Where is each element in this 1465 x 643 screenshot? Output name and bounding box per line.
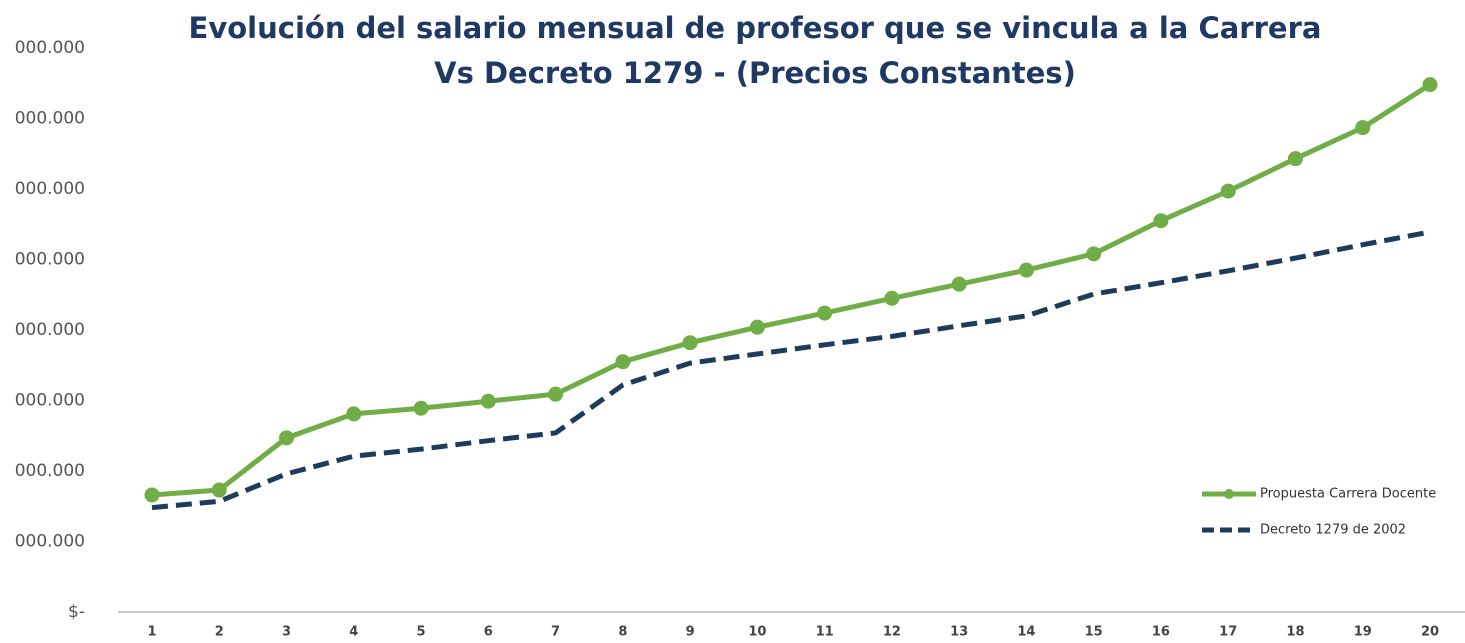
chart-title: Vs Decreto 1279 - (Precios Constantes) — [434, 56, 1076, 90]
point — [749, 319, 765, 335]
point — [413, 400, 429, 416]
x-tick-label: 18 — [1286, 625, 1304, 640]
x-tick-label: 19 — [1354, 625, 1372, 640]
point — [211, 482, 227, 498]
point — [144, 487, 160, 503]
x-tick-label: 7 — [551, 625, 560, 640]
x-tick-label: 14 — [1017, 625, 1035, 640]
y-tick-label: 000.000 — [15, 38, 85, 58]
point — [1220, 183, 1236, 199]
point — [817, 305, 833, 321]
x-tick-label: 4 — [349, 625, 358, 640]
point — [346, 406, 362, 422]
x-tick-label: 15 — [1085, 625, 1103, 640]
x-tick-label: 8 — [618, 625, 627, 640]
point — [951, 276, 967, 292]
y-tick-label: 000.000 — [15, 391, 85, 411]
x-tick-label: 16 — [1152, 625, 1170, 640]
legend-marker — [1224, 489, 1234, 499]
series-line — [151, 229, 1431, 511]
x-tick-label: 11 — [816, 625, 834, 640]
legend-label: Propuesta Carrera Docente — [1260, 487, 1436, 502]
x-tick-label: 1 — [147, 625, 156, 640]
x-tick-label: 5 — [417, 625, 426, 640]
x-tick-label: 9 — [686, 625, 695, 640]
point — [884, 290, 900, 306]
point — [1355, 120, 1371, 136]
x-tick-label: 6 — [484, 625, 493, 640]
chart-title: Evolución del salario mensual de profeso… — [189, 11, 1322, 45]
x-tick-label: 10 — [748, 625, 766, 640]
y-tick-label: 000.000 — [15, 250, 85, 270]
point — [1018, 262, 1034, 278]
x-tick-label: 2 — [215, 625, 224, 640]
y-tick-label: 000.000 — [15, 320, 85, 340]
x-tick-label: 13 — [950, 625, 968, 640]
point — [1086, 246, 1102, 262]
point — [1153, 213, 1169, 229]
y-tick-label: $- — [68, 602, 85, 622]
point — [1422, 77, 1438, 93]
y-tick-label: 000.000 — [15, 532, 85, 552]
series-line — [151, 82, 1432, 498]
point — [1287, 151, 1303, 167]
x-tick-label: 17 — [1219, 625, 1237, 640]
y-tick-label: 000.000 — [15, 461, 85, 481]
point — [480, 393, 496, 409]
point — [682, 335, 698, 351]
point — [615, 354, 631, 370]
x-tick-label: 20 — [1421, 625, 1439, 640]
x-tick-label: 12 — [883, 625, 901, 640]
point — [548, 386, 564, 402]
point — [279, 430, 295, 446]
x-tick-label: 3 — [282, 625, 291, 640]
y-tick-label: 000.000 — [15, 179, 85, 199]
legend-label: Decreto 1279 de 2002 — [1260, 523, 1406, 538]
y-tick-label: 000.000 — [15, 109, 85, 129]
